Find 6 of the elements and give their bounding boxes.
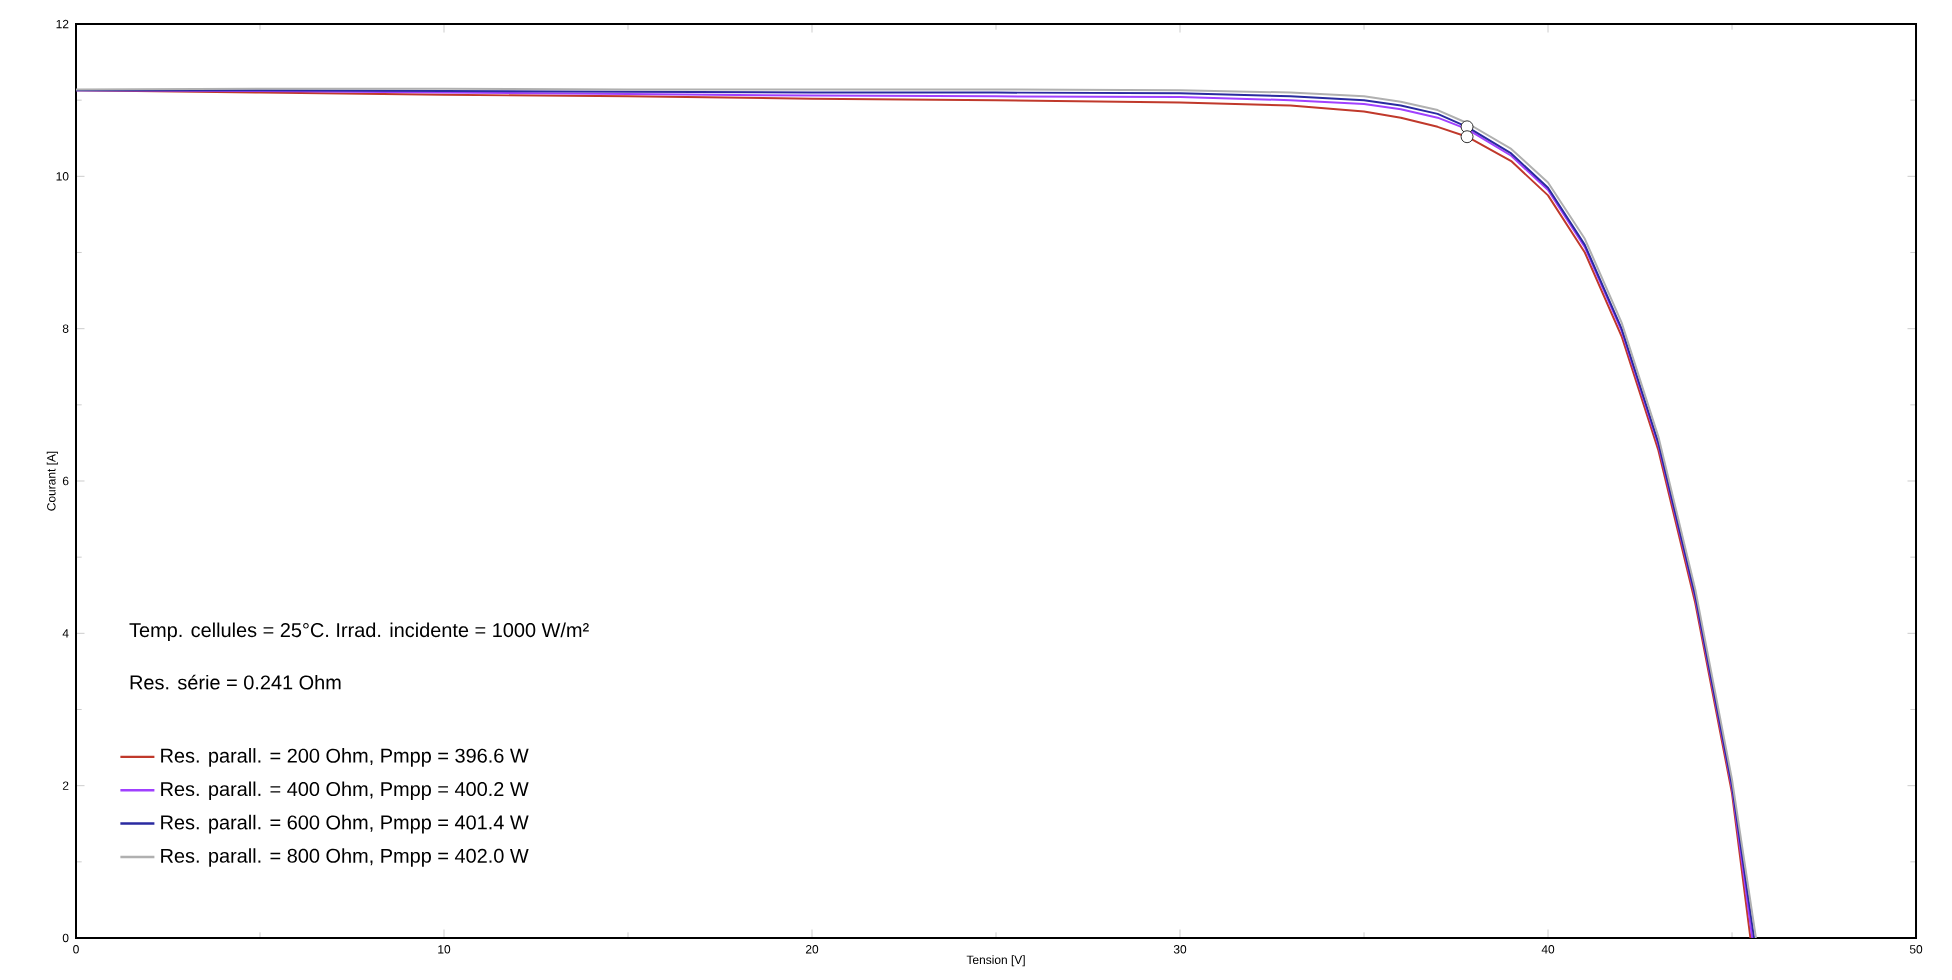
legend-label: Res. parall. = 600 Ohm, Pmpp = 401.4 W: [161, 814, 529, 834]
annotation: Res. série = 0.241 Ohm: [130, 674, 341, 690]
legend-label: Res. parall. = 400 Ohm, Pmpp = 400.2 W: [161, 781, 529, 801]
legend-label: Res. parall. = 200 Ohm, Pmpp = 396.6 W: [161, 748, 529, 767]
legend-label: Res. parall. = 800 Ohm, Pmpp = 402.0 W: [161, 848, 529, 867]
annotation: Temp. cellules = 25°C. Irrad. incidente = 1000 W/m²: [129, 622, 589, 642]
